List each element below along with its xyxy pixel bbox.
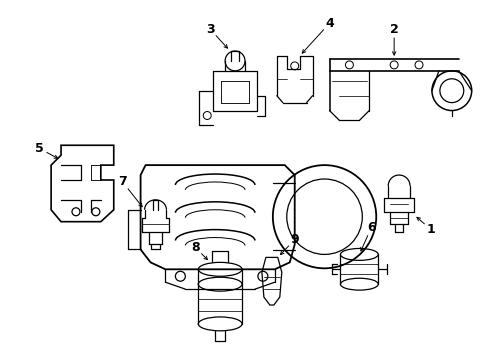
Text: 9: 9 [291,233,299,246]
Text: 5: 5 [35,142,44,155]
Text: 4: 4 [325,17,334,30]
Text: 3: 3 [206,23,215,36]
Text: 6: 6 [367,221,376,234]
Text: 8: 8 [191,241,199,254]
Text: 7: 7 [118,175,127,189]
Text: 1: 1 [427,223,435,236]
Text: 2: 2 [390,23,398,36]
